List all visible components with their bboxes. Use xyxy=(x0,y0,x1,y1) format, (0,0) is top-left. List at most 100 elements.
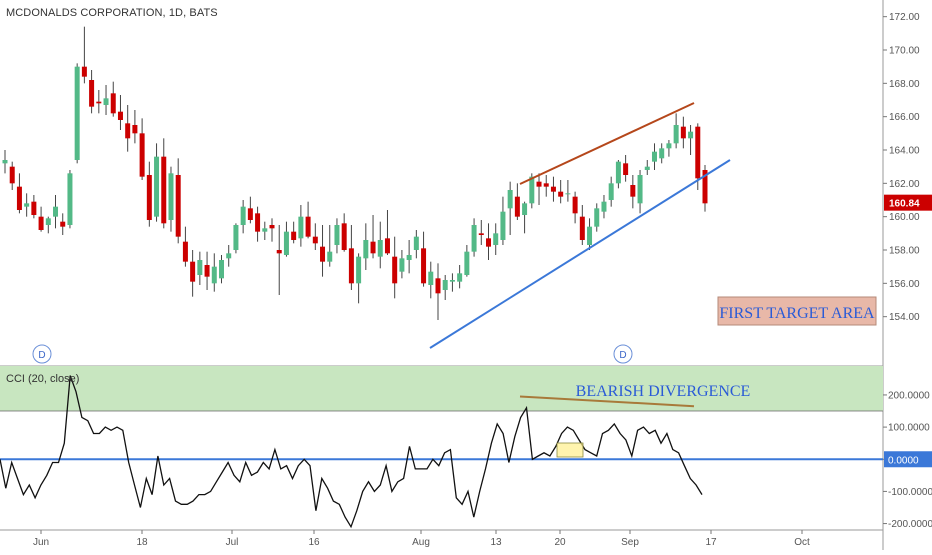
candle-body xyxy=(161,156,167,224)
candle-body xyxy=(327,251,333,262)
bearish-divergence-label: BEARISH DIVERGENCE xyxy=(576,383,751,400)
price-axis-tick-label: 160.00 xyxy=(889,212,920,223)
candle-body xyxy=(514,196,520,217)
time-axis-tick-label: Jun xyxy=(33,537,49,548)
candle-body xyxy=(103,98,109,105)
candle-body xyxy=(486,238,492,247)
candle-body xyxy=(644,166,650,170)
candle-body xyxy=(543,183,549,187)
candle-body xyxy=(356,256,362,284)
candle-body xyxy=(117,111,123,120)
cci-line xyxy=(0,375,703,529)
candle-body xyxy=(493,233,499,245)
price-axis-tick-label: 156.00 xyxy=(889,279,920,290)
candle-body xyxy=(500,211,506,240)
time-axis-tick-label: 18 xyxy=(136,537,148,548)
candle-body xyxy=(522,203,528,215)
candle-body xyxy=(572,196,578,214)
candle-body xyxy=(139,133,145,177)
candle-body xyxy=(255,213,261,232)
candle-body xyxy=(269,225,275,229)
cci-axis-tick-label: -200.0000 xyxy=(888,519,932,530)
candle-body xyxy=(702,170,708,204)
candle-body xyxy=(377,240,383,257)
candle-body xyxy=(74,66,80,160)
candle-body xyxy=(587,226,593,245)
candle-body xyxy=(168,173,174,220)
candle-body xyxy=(370,241,376,254)
candle-body xyxy=(247,208,253,220)
candle-body xyxy=(623,163,629,175)
candle-body xyxy=(680,126,686,139)
candle-body xyxy=(146,175,152,220)
cci-indicator-label[interactable]: CCI (20, close) xyxy=(6,373,80,385)
time-axis-tick-label: Oct xyxy=(794,537,810,548)
candle-body xyxy=(9,166,15,184)
candle-body xyxy=(226,253,232,259)
candle-body xyxy=(348,248,354,284)
candle-body xyxy=(695,126,701,179)
candle-body xyxy=(132,125,138,134)
last-price-tag xyxy=(884,194,932,211)
cci-axis-tick-label: 100.0000 xyxy=(888,423,930,434)
candle-body xyxy=(457,273,463,282)
candle-body xyxy=(175,175,181,237)
candle-body xyxy=(413,236,419,250)
candle-body xyxy=(363,240,369,259)
candle-body xyxy=(197,260,203,275)
cci-axis-tick-label: -100.0000 xyxy=(888,487,932,498)
candle-body xyxy=(673,125,679,144)
candle-body xyxy=(45,218,51,225)
candle-body xyxy=(16,186,22,210)
candle-body xyxy=(464,251,470,275)
time-axis-tick-label: Aug xyxy=(412,537,430,548)
cci-overbought-band xyxy=(0,366,883,412)
price-axis-tick-label: 158.00 xyxy=(889,246,920,257)
candle-body xyxy=(204,265,210,277)
candle-body xyxy=(81,66,87,77)
time-axis-tick-label: Sep xyxy=(621,537,639,548)
candle-body xyxy=(630,185,636,197)
candle-body xyxy=(478,233,484,235)
cci-highlight-box xyxy=(556,442,584,458)
candle-body xyxy=(125,123,131,139)
candle-body xyxy=(110,93,116,114)
candle-body xyxy=(312,236,318,244)
candle-body xyxy=(536,181,542,187)
candle-body xyxy=(67,173,73,225)
candle-body xyxy=(2,160,8,164)
last-price-label: 160.84 xyxy=(889,199,920,210)
time-axis-tick-label: Jul xyxy=(226,537,239,548)
candle-body xyxy=(392,256,398,284)
candle-body xyxy=(659,148,665,159)
candle-body xyxy=(334,225,340,245)
candle-body xyxy=(53,206,59,217)
candle-body xyxy=(406,255,412,260)
candle-body xyxy=(601,201,607,212)
candle-body xyxy=(320,246,326,262)
first-target-area-label: FIRST TARGET AREA xyxy=(719,305,875,322)
candle-body xyxy=(218,260,224,279)
candle-body xyxy=(428,271,434,285)
price-axis-tick-label: 162.00 xyxy=(889,179,920,190)
candle-body xyxy=(435,278,441,294)
candle-body xyxy=(550,186,556,192)
candle-body xyxy=(421,248,427,284)
cci-zero-tag xyxy=(884,451,932,468)
candle-body xyxy=(24,203,30,207)
candle-body xyxy=(442,280,448,290)
price-axis-tick-label: 168.00 xyxy=(889,79,920,90)
time-axis-tick-label: 16 xyxy=(308,537,320,548)
candle-body xyxy=(565,193,571,195)
price-axis-tick-label: 170.00 xyxy=(889,46,920,57)
candle-body xyxy=(615,161,621,184)
candle-body xyxy=(60,221,66,227)
first-target-area-box xyxy=(717,296,877,326)
candle-body xyxy=(38,216,44,230)
candle-body xyxy=(291,231,297,240)
candle-body xyxy=(96,101,102,104)
candle-body xyxy=(283,231,289,255)
candle-body xyxy=(688,131,694,139)
